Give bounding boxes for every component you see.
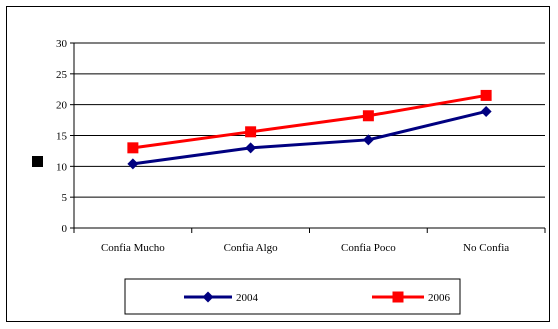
grid-lines — [74, 42, 545, 198]
data-point-2004 — [245, 142, 257, 154]
axes — [70, 42, 546, 233]
data-point-2006 — [480, 89, 492, 101]
data-point-2006 — [245, 126, 257, 138]
x-tick-label: Confia Poco — [341, 242, 396, 254]
y-tick-label: 15 — [56, 131, 68, 143]
data-point-2004 — [362, 134, 374, 146]
legend: 2004 2006 — [124, 278, 461, 315]
x-tick-label: No Confia — [463, 242, 509, 254]
series-line-2004 — [132, 109, 487, 166]
data-point-2006 — [362, 110, 374, 122]
series-line-2006 — [132, 93, 487, 150]
data-point-2004 — [127, 158, 139, 170]
chart-frame — [6, 6, 550, 322]
data-point-2004 — [480, 105, 492, 117]
legend-marker-2006 — [392, 291, 404, 303]
legend-marker-2004 — [202, 291, 214, 303]
y-tick-label: 0 — [62, 223, 68, 235]
x-tick-labels: Confia Mucho Confia Algo Confia Poco No Con… — [101, 242, 509, 254]
series-lines — [127, 89, 492, 170]
y-tick-label: 5 — [62, 192, 68, 204]
legend-label-2006: 2006 — [428, 292, 451, 304]
x-tick-label: Confia Algo — [224, 242, 279, 254]
y-tick-label: 30 — [56, 38, 68, 50]
y-tick-label: 25 — [56, 69, 68, 81]
y-tick-label: 20 — [56, 100, 68, 112]
y-tick-label: 10 — [56, 161, 68, 173]
data-point-2006 — [127, 142, 139, 154]
x-tick-label: Confia Mucho — [101, 242, 165, 254]
y-tick-labels: 0 5 10 15 20 25 30 — [56, 38, 68, 235]
ylabel-marker-icon — [32, 156, 43, 167]
legend-label-2004: 2004 — [236, 292, 259, 304]
